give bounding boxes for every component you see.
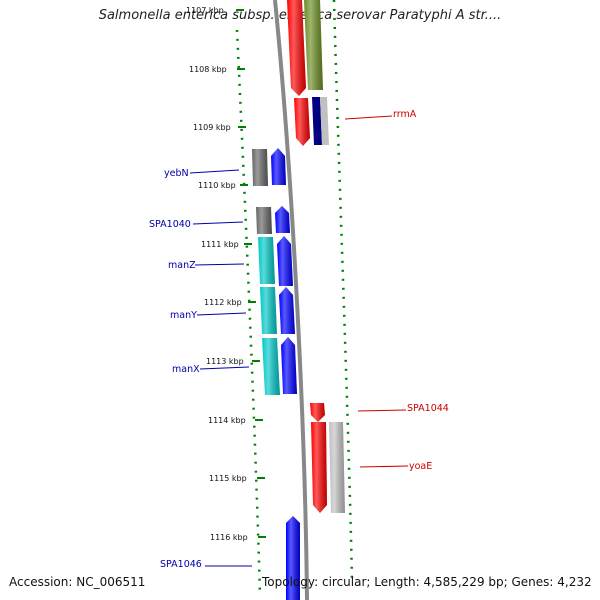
gene-label-manY[interactable]: manY: [170, 310, 197, 321]
tick-labels: 1107 kbp 1108 kbp 1109 kbp 1110 kbp 1111…: [186, 6, 248, 542]
accession-text: Accession: NC_006511: [9, 575, 146, 589]
leader-SPA1040: [192, 221, 244, 225]
tick-label-1108: 1108 kbp: [189, 65, 227, 74]
leader-manX: [199, 366, 250, 370]
gene-label-SPA1044[interactable]: SPA1044: [407, 403, 449, 414]
tick-label-1110: 1110 kbp: [198, 181, 236, 190]
leader-rrmA: [344, 115, 393, 120]
leader-manZ: [194, 263, 245, 266]
gene-label-rrmA[interactable]: rrmA: [393, 109, 417, 120]
gene-label-yoaE[interactable]: yoaE: [409, 461, 432, 472]
gene-label-manX[interactable]: manX: [172, 364, 200, 375]
left-gene-labels: yebN SPA1040 manZ manY manX SPA1046: [149, 168, 252, 570]
leader-yebN: [189, 169, 240, 174]
lower-genes: [310, 403, 345, 513]
tick-label-1114: 1114 kbp: [208, 416, 246, 425]
leader-manY: [196, 312, 247, 316]
tick-label-1107: 1107 kbp: [186, 6, 224, 15]
tick-label-1116: 1116 kbp: [210, 533, 248, 542]
topology-text: Topology: circular; Length: 4,585,229 bp…: [262, 575, 592, 589]
gene-red-SPA1044-shade: [310, 403, 325, 422]
gene-olive-top-shade: [304, 0, 323, 90]
gene-gray-yoaE-shade: [329, 422, 345, 513]
gene-red-top-shade: [287, 0, 306, 96]
tick-label-1111: 1111 kbp: [201, 240, 239, 249]
gene-cyan-manZ-shade: [258, 237, 275, 284]
gene-blue-3-shade: [277, 236, 293, 286]
gene-blue-SPA1046-shade: [286, 516, 300, 600]
forward-strand-genes: [271, 148, 300, 600]
tick-marks: [236, 9, 266, 538]
right-gene-labels: rrmA SPA1044 yoaE: [344, 109, 449, 472]
tick-label-1115: 1115 kbp: [209, 474, 247, 483]
gene-gray-SPA1040-shade: [256, 207, 272, 234]
gene-blue-5-shade: [281, 337, 297, 394]
inner-ruler-track: [235, 29, 262, 597]
gene-blue-1-shade: [271, 148, 286, 185]
leader-SPA1044: [357, 409, 407, 412]
gene-label-SPA1046[interactable]: SPA1046: [160, 559, 202, 570]
gene-label-yebN[interactable]: yebN: [164, 168, 189, 179]
gene-label-manZ[interactable]: manZ: [168, 260, 196, 271]
tick-label-1109: 1109 kbp: [193, 123, 231, 132]
gene-cyan-manY-shade: [260, 287, 277, 334]
tick-label-1113: 1113 kbp: [206, 357, 244, 366]
gene-cyan-manX-shade: [262, 338, 280, 395]
gene-red-rrmA-shade: [294, 98, 310, 146]
gene-blue-4-shade: [279, 287, 295, 334]
gene-navy-1[interactable]: [312, 97, 322, 145]
tick-label-1112: 1112 kbp: [204, 298, 242, 307]
leader-yoaE: [359, 465, 409, 468]
gene-blue-2-shade: [275, 206, 290, 233]
gene-red-yoaE-shade: [311, 422, 327, 513]
gene-label-SPA1040[interactable]: SPA1040: [149, 219, 191, 230]
reverse-strand-genes: [252, 149, 280, 395]
gene-gray-yebN-shade: [252, 149, 268, 186]
gene-gray-rrmA[interactable]: [320, 97, 329, 145]
backbone: [273, 0, 309, 600]
upper-genes: [287, 0, 329, 146]
